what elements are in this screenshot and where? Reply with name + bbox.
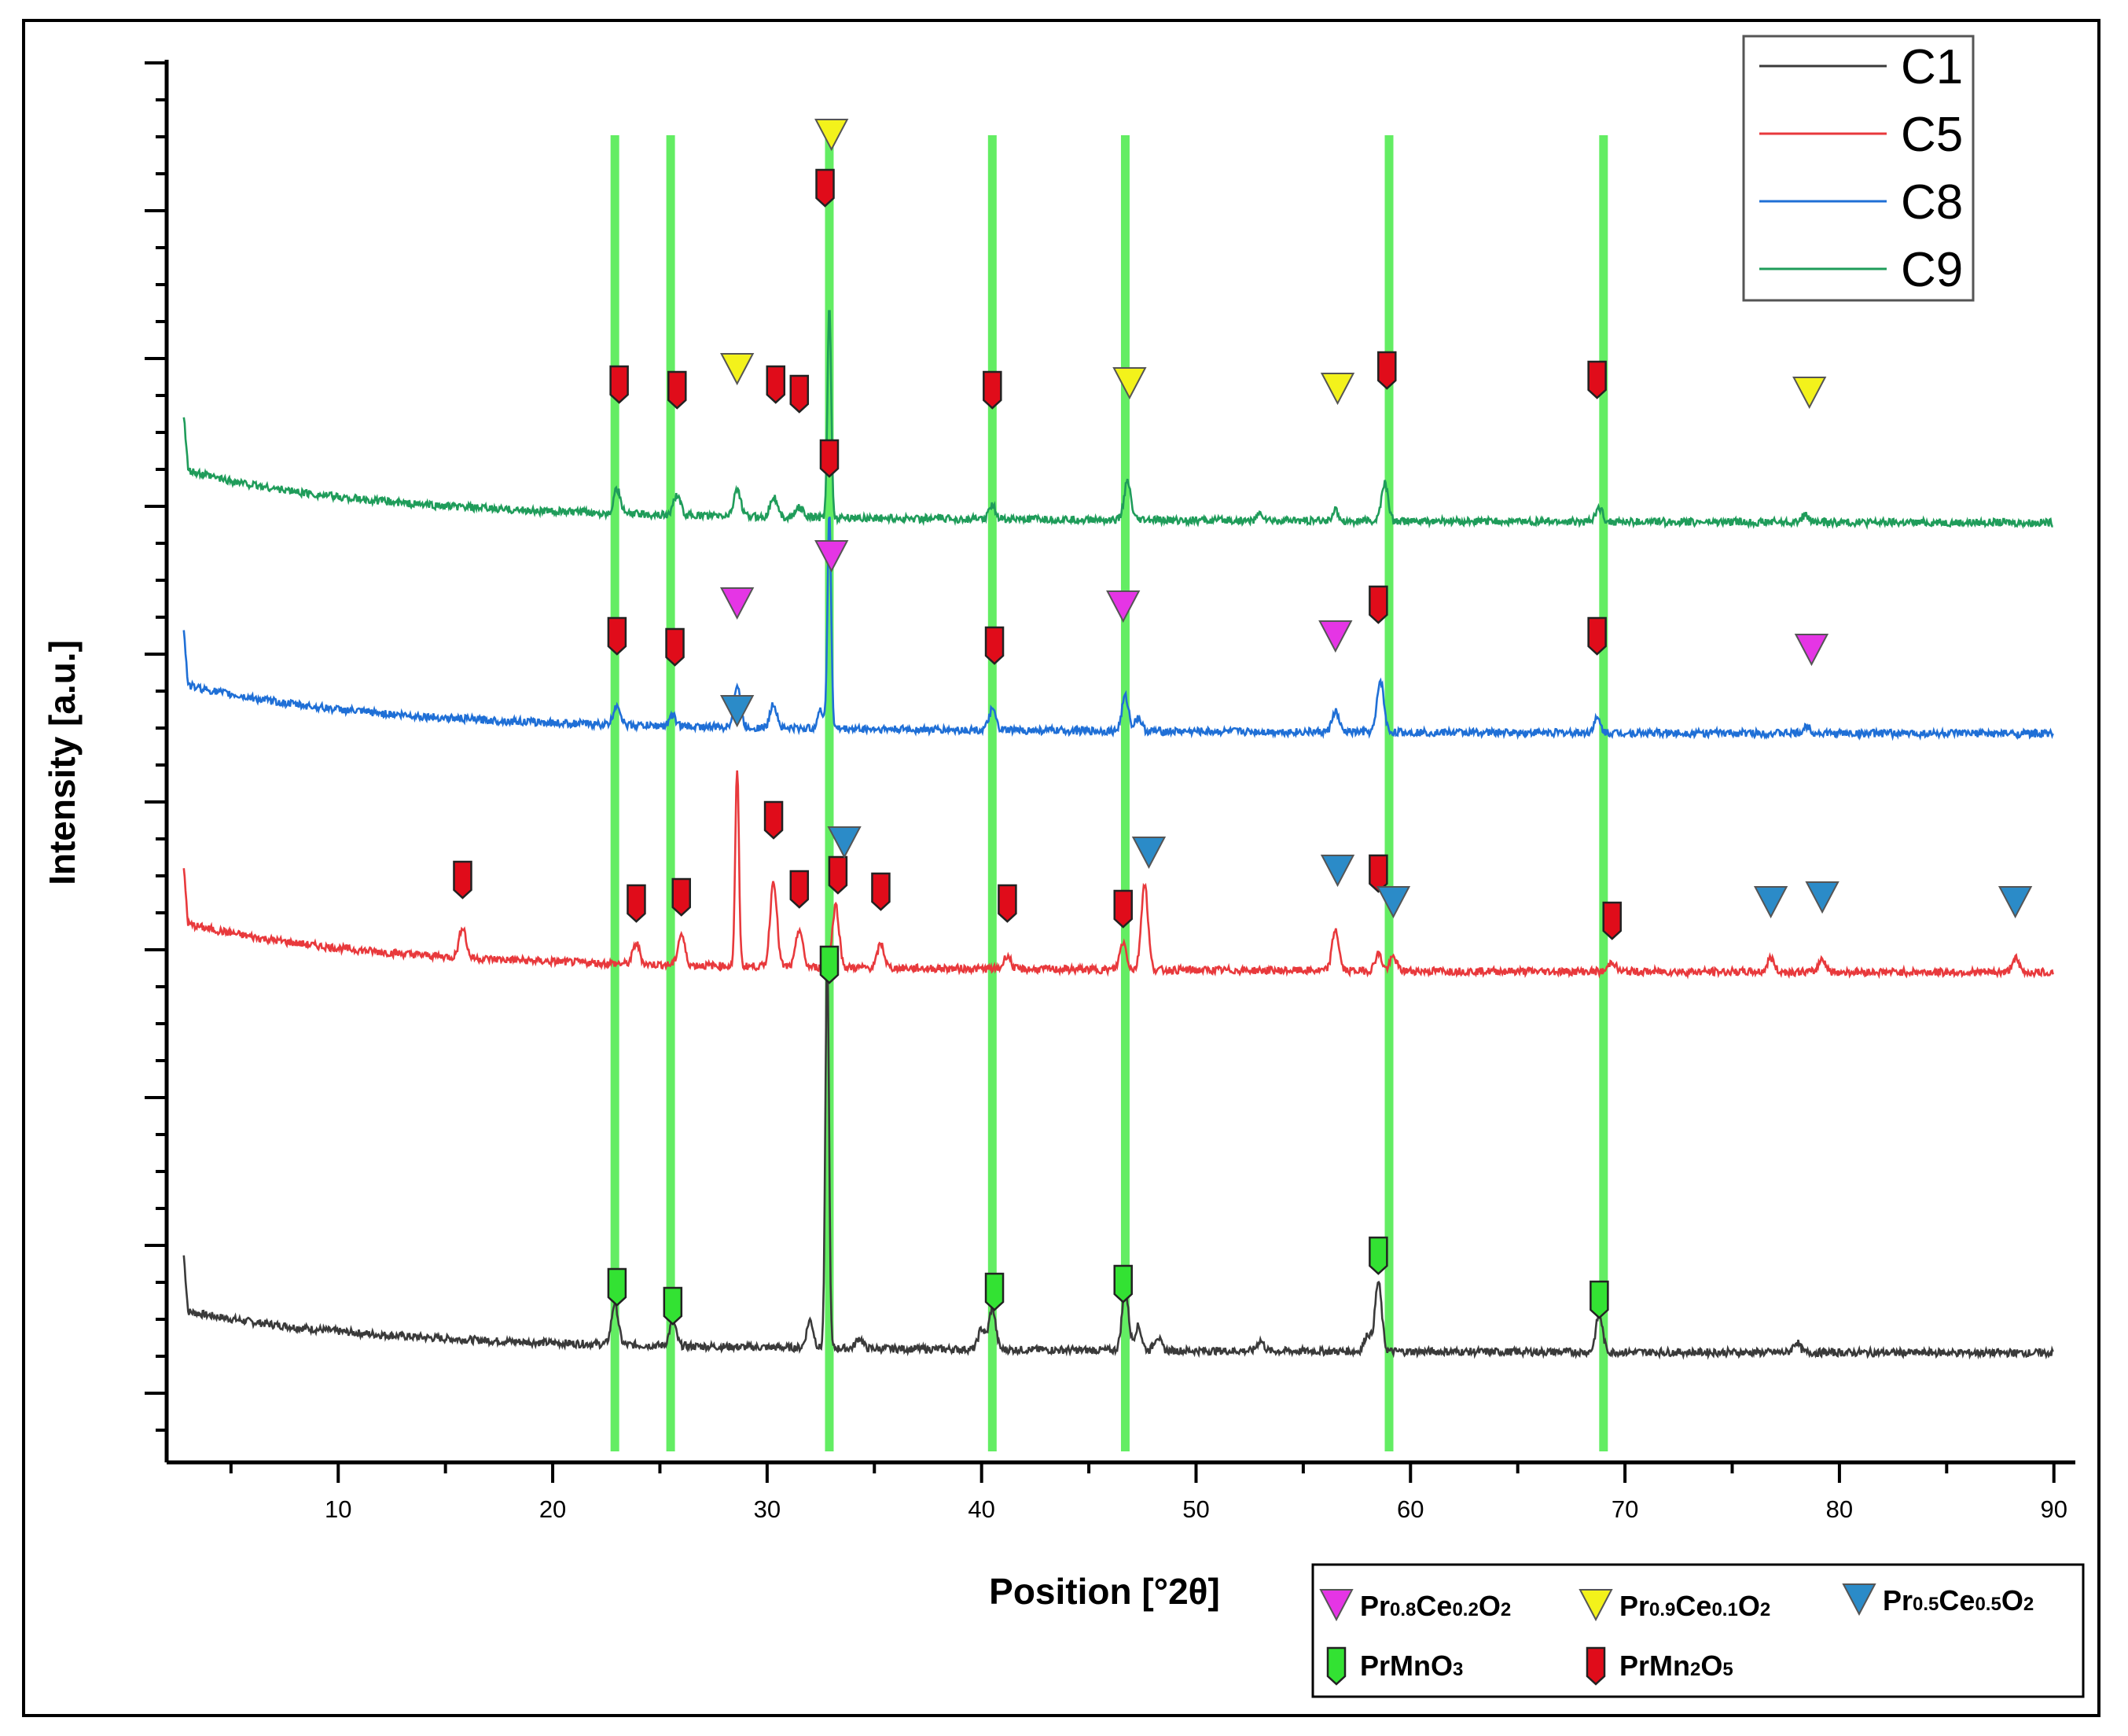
marker-C5-Pr0.5Ce0.5O2-11 bbox=[1131, 837, 1167, 870]
marker-C5-Pr0.5Ce0.5O2-3 bbox=[720, 695, 755, 728]
marker-C8-Pr0.8Ce0.2O2-7 bbox=[1318, 620, 1353, 653]
marker-C5-Pr0.5Ce0.5O2-14 bbox=[1376, 886, 1411, 919]
phase-legend-symbol-Pr0.5Ce0.5O2 bbox=[1842, 1583, 1876, 1616]
marker-C5-PrMn2O5-15 bbox=[1602, 901, 1622, 940]
marker-C9-Pr0.9Ce0.1O2-2 bbox=[720, 353, 755, 386]
legend-label-C5: C5 bbox=[1901, 108, 1963, 162]
series-line-C1 bbox=[182, 947, 2054, 1360]
marker-C5-Pr0.5Ce0.5O2-12 bbox=[1320, 855, 1355, 888]
marker-C5-Pr0.5Ce0.5O2-18 bbox=[1998, 886, 2033, 919]
marker-C8-PrMn2O5-5 bbox=[984, 626, 1005, 665]
marker-C1-PrMnO3-0 bbox=[607, 1267, 627, 1307]
marker-C9-PrMn2O5-7 bbox=[983, 370, 1002, 410]
x-tick-label-50: 50 bbox=[1182, 1495, 1209, 1523]
series-line-C9 bbox=[182, 310, 2053, 531]
marker-C9-Pr0.9Ce0.1O2-8 bbox=[1112, 367, 1147, 400]
axes bbox=[145, 60, 2075, 1483]
marker-C5-Pr0.5Ce0.5O2-7 bbox=[827, 826, 862, 859]
series-legend: C1 C5 C8 C9 bbox=[1742, 35, 1975, 302]
marker-C5-PrMn2O5-0 bbox=[453, 860, 472, 899]
marker-C5-PrMn2O5-4 bbox=[763, 800, 784, 840]
phase-markers bbox=[453, 119, 2033, 1326]
marker-C8-PrMn2O5-9 bbox=[1587, 616, 1607, 656]
marker-C1-PrMnO3-6 bbox=[1590, 1280, 1609, 1319]
series-line-C8 bbox=[182, 516, 2054, 741]
marker-C9-PrMn2O5-5 bbox=[815, 168, 835, 208]
phase-legend-label-Pr0.5Ce0.5O2: Pr0.5Ce0.5O2 bbox=[1883, 1584, 2034, 1616]
series-lines bbox=[182, 310, 2054, 1360]
x-tick-labels: 10 20 30 40 50 60 70 80 90 bbox=[325, 1495, 2067, 1523]
marker-C1-PrMnO3-4 bbox=[1113, 1264, 1133, 1304]
phase-legend-symbol-PrMnO3 bbox=[1326, 1646, 1347, 1686]
phase-legend-label-PrMn2O5: PrMn2O5 bbox=[1619, 1650, 1733, 1682]
marker-C5-PrMn2O5-6 bbox=[828, 855, 848, 895]
marker-C9-PrMn2O5-3 bbox=[766, 365, 786, 404]
phase-legend-box bbox=[1311, 1563, 2085, 1698]
marker-C1-PrMnO3-5 bbox=[1369, 1236, 1388, 1275]
marker-C8-PrMn2O5-1 bbox=[665, 627, 685, 667]
marker-C5-PrMn2O5-10 bbox=[1113, 889, 1133, 929]
phase-legend-label-Pr0.9Ce0.1O2: Pr0.9Ce0.1O2 bbox=[1619, 1590, 1770, 1622]
marker-C1-PrMnO3-1 bbox=[663, 1286, 683, 1326]
marker-C9-Pr0.9Ce0.1O2-9 bbox=[1320, 373, 1355, 406]
marker-C5-PrMn2O5-8 bbox=[871, 872, 891, 911]
legend-label-C8: C8 bbox=[1901, 175, 1963, 230]
x-tick-label-80: 80 bbox=[1826, 1495, 1853, 1523]
marker-C5-PrMn2O5-9 bbox=[998, 884, 1017, 923]
x-tick-label-60: 60 bbox=[1397, 1495, 1424, 1523]
marker-C8-Pr0.8Ce0.2O2-10 bbox=[1794, 634, 1829, 667]
reference-lines bbox=[610, 135, 1608, 1451]
marker-C5-PrMn2O5-2 bbox=[671, 877, 691, 917]
marker-C8-PrMn2O5-0 bbox=[607, 616, 627, 656]
marker-C8-PrMn2O5-3 bbox=[819, 439, 840, 478]
marker-C1-PrMnO3-2 bbox=[819, 945, 840, 984]
series-line-C5 bbox=[182, 770, 2054, 980]
x-tick-label-20: 20 bbox=[539, 1495, 566, 1523]
marker-C9-PrMn2O5-0 bbox=[609, 365, 629, 404]
marker-C5-Pr0.5Ce0.5O2-16 bbox=[1753, 886, 1788, 919]
marker-C8-Pr0.8Ce0.2O2-2 bbox=[720, 587, 755, 620]
series-legend-box bbox=[1742, 35, 1975, 302]
x-tick-label-10: 10 bbox=[325, 1495, 351, 1523]
marker-C5-PrMn2O5-1 bbox=[627, 884, 646, 923]
marker-C8-Pr0.8Ce0.2O2-4 bbox=[814, 540, 849, 573]
x-tick-label-90: 90 bbox=[2040, 1495, 2067, 1523]
phase-legend-symbol-Pr0.9Ce0.1O2 bbox=[1579, 1589, 1613, 1622]
marker-C8-PrMn2O5-8 bbox=[1369, 585, 1388, 624]
x-tick-label-40: 40 bbox=[968, 1495, 994, 1523]
marker-C9-Pr0.9Ce0.1O2-6 bbox=[814, 119, 849, 152]
phase-legend-symbol-PrMn2O5 bbox=[1586, 1646, 1606, 1686]
x-axis-label: Position [°2θ] bbox=[989, 1571, 1220, 1612]
marker-C5-Pr0.5Ce0.5O2-17 bbox=[1805, 881, 1839, 914]
marker-C9-PrMn2O5-11 bbox=[1587, 360, 1607, 399]
phase-legend-label-PrMnO3: PrMnO3 bbox=[1360, 1650, 1463, 1682]
marker-C8-Pr0.8Ce0.2O2-6 bbox=[1106, 590, 1141, 623]
phase-legend-label-Pr0.8Ce0.2O2: Pr0.8Ce0.2O2 bbox=[1360, 1590, 1511, 1622]
legend-label-C1: C1 bbox=[1901, 40, 1963, 94]
x-tick-label-30: 30 bbox=[754, 1495, 781, 1523]
figure-frame bbox=[22, 19, 2100, 1717]
marker-C9-PrMn2O5-4 bbox=[789, 374, 810, 414]
phase-legend-symbol-Pr0.8Ce0.2O2 bbox=[1319, 1589, 1354, 1622]
marker-C1-PrMnO3-3 bbox=[984, 1272, 1005, 1311]
x-tick-label-70: 70 bbox=[1612, 1495, 1638, 1523]
phase-legend: Pr0.8Ce0.2O2 Pr0.9Ce0.1O2 Pr0.5Ce0.5O2 PrMn… bbox=[1311, 1563, 2085, 1698]
marker-C5-PrMn2O5-5 bbox=[789, 870, 810, 909]
legend-label-C9: C9 bbox=[1901, 243, 1963, 297]
marker-C9-PrMn2O5-1 bbox=[667, 370, 687, 410]
marker-C9-PrMn2O5-10 bbox=[1377, 351, 1397, 390]
marker-C9-Pr0.9Ce0.1O2-12 bbox=[1792, 377, 1827, 410]
y-axis-label: Intensity [a.u.] bbox=[42, 640, 83, 885]
